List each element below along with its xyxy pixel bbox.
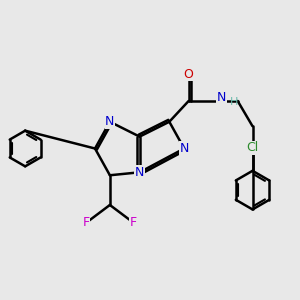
Text: N: N [217,91,226,104]
Text: O: O [184,68,194,81]
Text: N: N [105,115,115,128]
Text: F: F [130,216,137,229]
Text: H: H [230,98,238,107]
Text: Cl: Cl [246,141,259,154]
Text: F: F [82,216,90,229]
Text: N: N [135,166,144,179]
Text: N: N [179,142,189,155]
